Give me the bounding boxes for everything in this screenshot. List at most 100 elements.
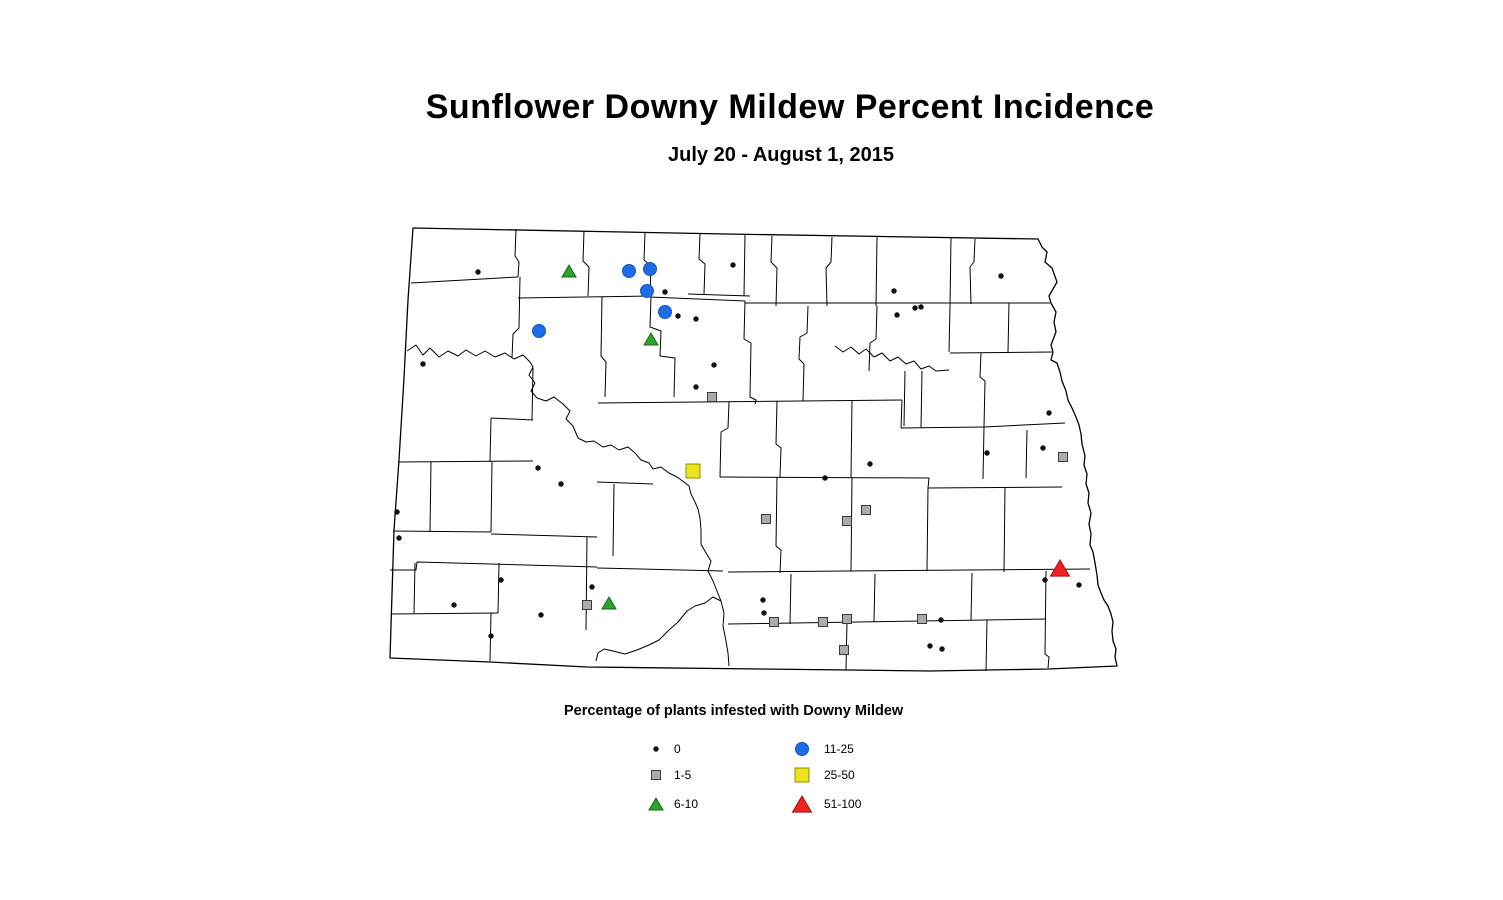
river-line [595, 596, 722, 662]
county-line [727, 618, 1047, 625]
marker-dot [867, 461, 873, 467]
county-line [969, 238, 976, 305]
legend-symbol-triangle-51-100 [791, 794, 813, 813]
county-line [873, 573, 876, 623]
marker-square-1-5 [839, 645, 849, 655]
marker-triangle-6-10 [643, 332, 659, 346]
marker-square-1-5 [842, 516, 852, 526]
marker-dot [1040, 445, 1046, 451]
county-line [511, 276, 521, 359]
county-line [489, 417, 492, 463]
marker-square-1-5 [769, 617, 779, 627]
county-line [903, 370, 906, 427]
marker-square-1-5 [651, 770, 661, 780]
marker-dot [938, 617, 944, 623]
marker-dot [653, 746, 659, 752]
county-line [979, 352, 986, 428]
county-line [926, 487, 929, 572]
date-range-subtitle: July 20 - August 1, 2015 [667, 144, 895, 166]
county-line [949, 351, 1053, 354]
legend-symbol-triangle-6-10 [648, 797, 664, 811]
state-border [389, 227, 1118, 672]
marker-triangle-6-10 [561, 264, 577, 278]
marker-dot [984, 450, 990, 456]
county-line [390, 561, 598, 571]
marker-circle-11-25 [532, 324, 546, 338]
county-line [531, 367, 534, 421]
marker-dot [693, 316, 699, 322]
marker-dot [488, 633, 494, 639]
county-line [985, 619, 988, 672]
county-line [1044, 570, 1050, 669]
marker-dot [939, 646, 945, 652]
county-line [582, 230, 590, 297]
county-line [514, 228, 520, 278]
county-line [789, 573, 792, 625]
marker-dot [730, 262, 736, 268]
legend-label-dot: 0 [674, 742, 681, 756]
page-title: Sunflower Downy Mildew Percent Incidence [425, 88, 1155, 126]
county-line [649, 296, 676, 398]
county-line [850, 399, 853, 478]
county-line [920, 370, 923, 429]
county-line [390, 612, 499, 615]
state-outline [389, 227, 1118, 672]
marker-dot [998, 273, 1004, 279]
county-line [687, 293, 751, 297]
county-line [596, 567, 724, 572]
marker-dot [475, 269, 481, 275]
marker-square-1-5 [707, 392, 717, 402]
legend-label-circle-11-25: 11-25 [824, 742, 854, 756]
marker-dot [558, 481, 564, 487]
marker-dot [912, 305, 918, 311]
county-line [490, 461, 493, 533]
marker-dot [891, 288, 897, 294]
marker-dot [394, 509, 400, 515]
county-line [392, 530, 492, 533]
county-line [649, 296, 746, 302]
incidence-markers [394, 262, 1082, 655]
marker-circle-11-25 [640, 284, 654, 298]
county-line [948, 305, 951, 353]
county-line [585, 536, 588, 631]
marker-triangle-51-100 [1049, 558, 1071, 577]
county-line [1003, 487, 1006, 573]
marker-dot [711, 362, 717, 368]
marker-circle-11-25 [658, 305, 672, 319]
county-line [600, 296, 607, 398]
marker-square-1-5 [761, 514, 771, 524]
county-line [612, 483, 615, 557]
marker-square-25-50 [794, 767, 810, 783]
county-line [775, 400, 782, 478]
marker-square-1-5 [842, 614, 852, 624]
county-line [429, 461, 432, 532]
marker-triangle-6-10 [648, 797, 664, 811]
county-line [698, 233, 706, 295]
county-line [949, 237, 952, 307]
marker-square-1-5 [861, 505, 871, 515]
marker-dot [396, 535, 402, 541]
county-line [597, 399, 903, 404]
marker-dot [498, 577, 504, 583]
marker-dot [693, 384, 699, 390]
county-line [825, 236, 833, 307]
county-line [770, 235, 778, 307]
county-line [413, 562, 416, 614]
county-line [490, 533, 598, 538]
legend-label-triangle-51-100: 51-100 [824, 797, 862, 811]
county-line [868, 305, 878, 372]
marker-circle-11-25 [643, 262, 657, 276]
marker-dot [1046, 410, 1052, 416]
county-line [970, 572, 973, 621]
marker-dot [894, 312, 900, 318]
marker-dot [420, 361, 426, 367]
marker-square-1-5 [1058, 452, 1068, 462]
county-line [727, 568, 1091, 573]
marker-dot [822, 475, 828, 481]
marker-dot [538, 612, 544, 618]
legend-title: Percentage of plants infested with Downy… [564, 703, 904, 719]
legend-symbol-circle-11-25 [795, 742, 809, 756]
marker-dot [918, 304, 924, 310]
